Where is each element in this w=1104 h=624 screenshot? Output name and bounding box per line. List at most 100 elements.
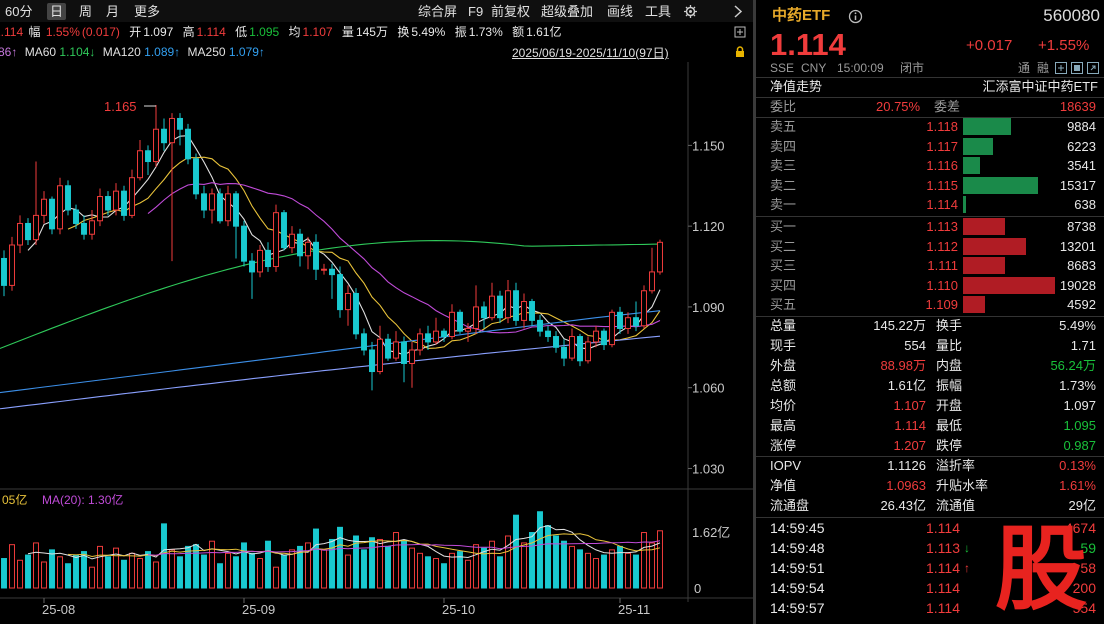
ma120-value: 1.089↑ (144, 45, 181, 59)
kline-chart[interactable]: 1.150 1.120 1.090 1.060 1.030 1.165 05亿 MA(20):… (0, 62, 753, 624)
draw-line-button[interactable]: 画线 (607, 4, 634, 19)
stat-row: 外盘 88.98万 内盘 56.24万 (756, 356, 1104, 376)
bid-price: 1.112 (926, 238, 958, 254)
stat-value: 26.43亿 (880, 498, 926, 513)
bid-level-label: 买一 (770, 219, 797, 234)
f9-button[interactable]: F9 (468, 4, 484, 19)
ask-row[interactable]: 卖一 1.114 638 (756, 195, 1104, 215)
period-selector[interactable]: 60分 (5, 4, 33, 19)
volume-bar (425, 556, 431, 589)
nav-trend-row[interactable]: 净值走势 汇添富中证中药ETF (756, 77, 1104, 97)
avg-label: 均 (288, 25, 301, 39)
market: SSE (770, 61, 795, 75)
candle (337, 266, 343, 318)
candle (137, 140, 143, 181)
x-tick-label: 25-09 (242, 602, 275, 617)
forward-adjust-button[interactable]: 前复权 (491, 4, 531, 19)
volume-bar (497, 556, 503, 589)
bid-row[interactable]: 买三 1.111 8683 (756, 256, 1104, 276)
ask-row[interactable]: 卖三 1.116 3541 (756, 156, 1104, 176)
candle (377, 325, 383, 375)
ma60-line (0, 240, 661, 350)
stat-row: 总量 145.22万 换手 5.49% (756, 316, 1104, 336)
candle (97, 188, 103, 227)
volume-bar (633, 554, 639, 589)
ask-level-label: 卖三 (770, 158, 797, 174)
volume-bar (249, 552, 255, 589)
volume-bar (217, 563, 223, 589)
volume-bar (345, 554, 351, 589)
tick-volume: 200 (1072, 580, 1096, 596)
expand-icon[interactable] (734, 26, 746, 38)
volume-bar (401, 540, 407, 589)
ask-row[interactable]: 卖五 1.118 9884 (756, 117, 1104, 137)
candle (89, 210, 95, 240)
tab-more[interactable]: 更多 (134, 4, 161, 19)
candle (569, 328, 575, 361)
volume-bar (641, 532, 647, 589)
bid-row[interactable]: 买四 1.110 19028 (756, 276, 1104, 296)
ask-row[interactable]: 卖二 1.115 15317 (756, 176, 1104, 196)
stat-label: 内盘 (936, 358, 963, 373)
candle (489, 282, 495, 321)
candle (417, 328, 423, 356)
volume-bar (369, 537, 375, 589)
quote-panel: 中药ETF 560080 1.114 +0.017 +1.55% SSE CNY… (756, 0, 1104, 624)
info-icon[interactable] (848, 9, 863, 24)
candle (441, 328, 447, 342)
volume-bar (313, 528, 319, 589)
volume-bar (201, 554, 207, 589)
bid-row[interactable]: 买一 1.113 8738 (756, 217, 1104, 237)
composite-screen-button[interactable]: 综合屏 (418, 4, 458, 19)
candle (217, 188, 223, 224)
tick-time: 14:59:45 (770, 520, 825, 536)
tick-row: 14:59:45 1.114 4674 (756, 518, 1104, 538)
tab-day[interactable]: 日 (47, 3, 67, 20)
candle (505, 280, 511, 324)
add-icon[interactable] (1055, 62, 1067, 74)
volume-bar (393, 532, 399, 589)
window-icon[interactable] (1071, 62, 1083, 74)
last-price: 1.114 (770, 27, 846, 62)
nav-trend-label[interactable]: 净值走势 (770, 79, 823, 94)
stat-value: 554 (904, 338, 926, 353)
tab-month[interactable]: 月 (106, 4, 120, 19)
candle (577, 333, 583, 367)
candle (313, 234, 319, 280)
candle (537, 315, 543, 337)
volume-bar (145, 551, 151, 589)
candle (353, 288, 359, 340)
gear-icon[interactable] (683, 4, 698, 21)
ma120-line (0, 310, 661, 394)
super-overlay-button[interactable]: 超级叠加 (541, 4, 594, 19)
tag-tong: 通 (1018, 61, 1031, 75)
ma250-line (0, 335, 661, 410)
bid-row[interactable]: 买二 1.112 13201 (756, 237, 1104, 257)
tab-week[interactable]: 周 (79, 4, 93, 19)
tick-price: 1.114 (926, 600, 960, 616)
bid-row[interactable]: 买五 1.109 4592 (756, 295, 1104, 315)
candle (593, 325, 599, 348)
market-status-row: SSE CNY 15:00:09 闭市 通 融 (756, 58, 1104, 78)
lock-icon[interactable] (734, 46, 746, 58)
chevron-right-icon[interactable] (733, 5, 743, 22)
stat-value: 1.107 (893, 398, 926, 413)
ask-row[interactable]: 卖四 1.117 6223 (756, 137, 1104, 157)
popout-icon[interactable] (1087, 62, 1099, 74)
candle (521, 293, 527, 329)
panel-divider[interactable] (753, 0, 756, 624)
bid-volume-bar (963, 276, 1055, 294)
candle (585, 336, 591, 364)
stat-value: 1.73% (1059, 378, 1096, 393)
wb-value: 20.75% (876, 99, 921, 114)
candle (289, 226, 295, 254)
volume-bar (537, 511, 543, 589)
date-range[interactable]: 2025/06/19-2025/11/10(97日) (512, 46, 669, 60)
bid-volume-bar (963, 218, 1005, 235)
stat-label: 最低 (936, 418, 963, 433)
tools-button[interactable]: 工具 (645, 4, 672, 19)
volume-bar (153, 561, 159, 589)
candle (57, 177, 63, 235)
volume-bar (353, 535, 359, 589)
stat-label: IOPV (770, 458, 802, 473)
